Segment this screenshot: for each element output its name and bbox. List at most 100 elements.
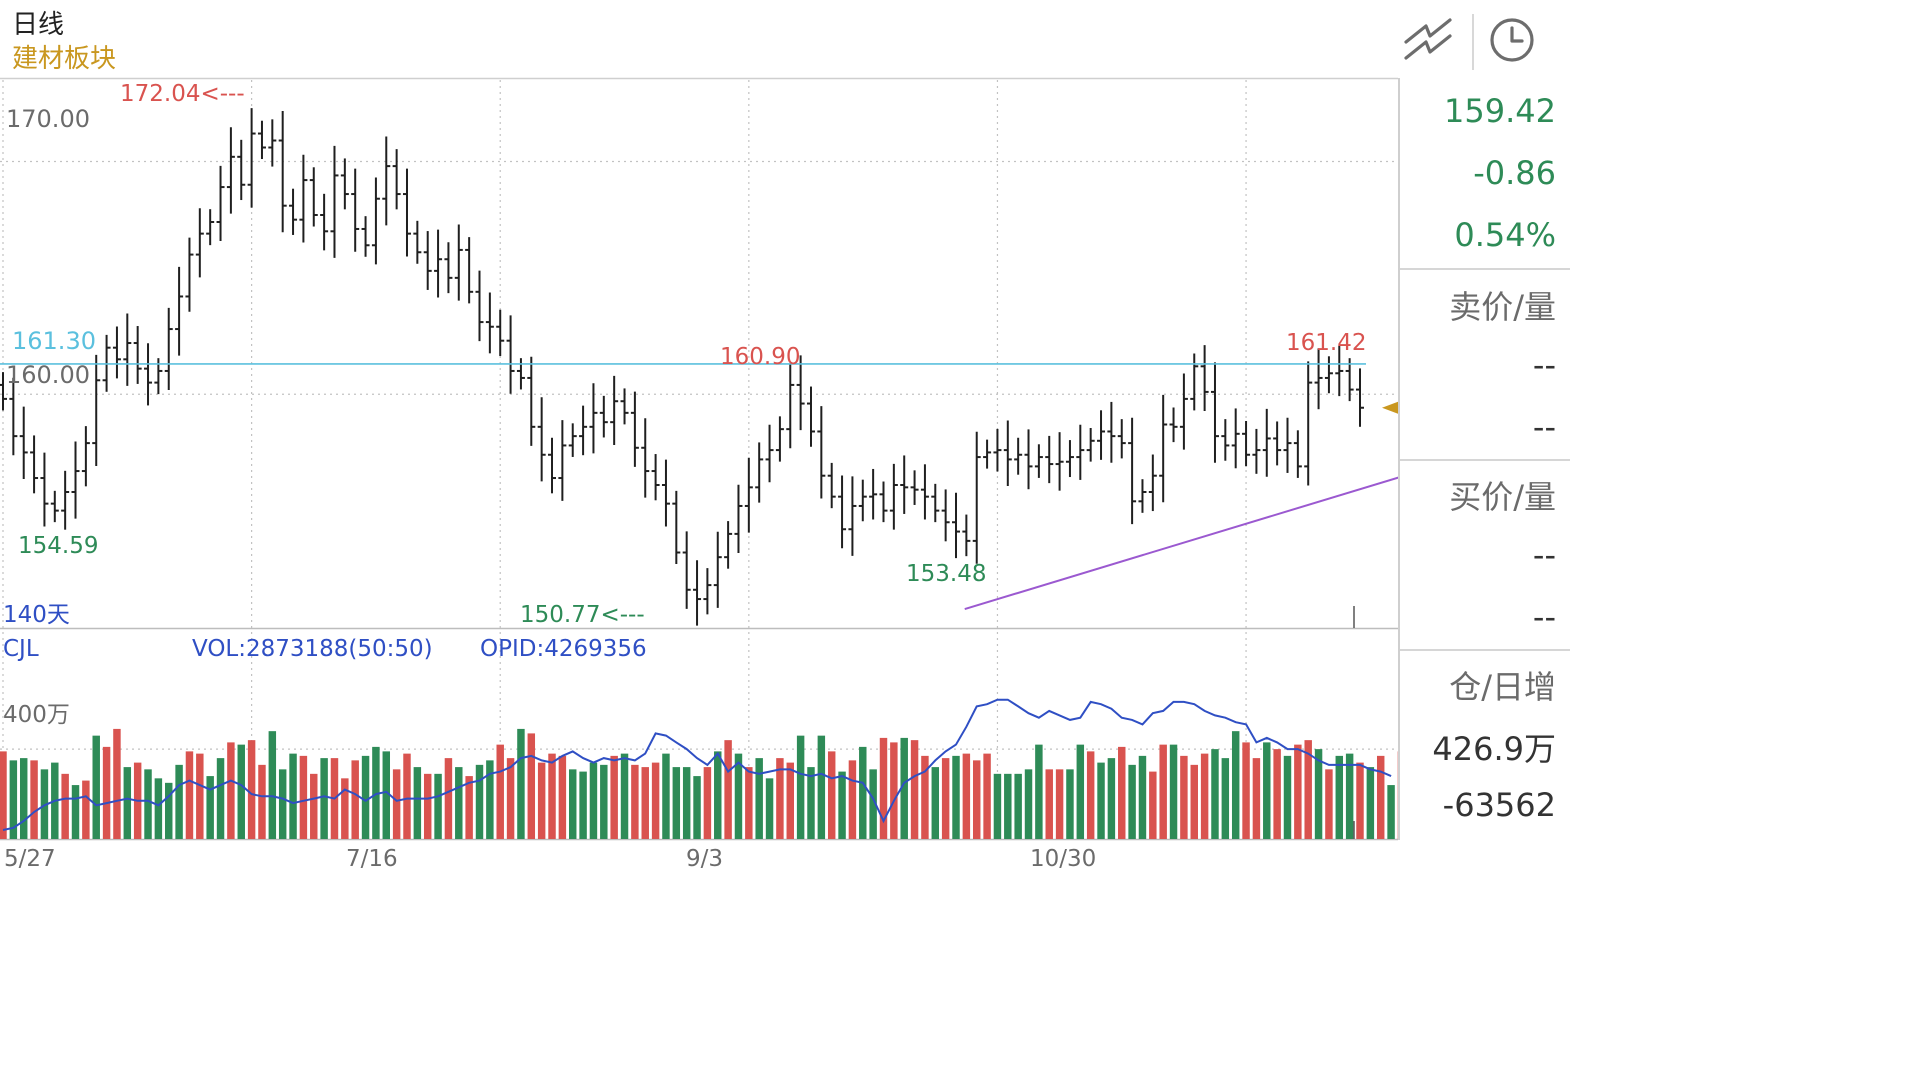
volume-bar	[1335, 755, 1344, 839]
volume-bar	[247, 740, 256, 839]
support-trendline	[964, 476, 1398, 611]
volume-bar	[506, 758, 515, 839]
clock-icon[interactable]	[1484, 12, 1540, 68]
y-tick-label: 170.00	[6, 105, 90, 133]
open-interest: 426.9万	[1432, 730, 1556, 768]
volume-bar	[620, 753, 629, 839]
volume-bar	[848, 760, 857, 839]
volume-bar	[268, 731, 277, 839]
volume-bar	[600, 764, 608, 839]
buy-volume: --	[1532, 598, 1556, 636]
volume-bar	[1273, 749, 1281, 839]
volume-bar	[558, 755, 567, 839]
volume-bar	[714, 751, 722, 839]
low-label: 153.48	[906, 561, 986, 587]
volume-bar	[724, 740, 732, 839]
volume-bar	[796, 735, 805, 839]
volume-bar	[579, 771, 587, 839]
chart-overlays	[0, 363, 1398, 839]
volume-bar	[1107, 758, 1116, 839]
volume-bar	[755, 758, 763, 839]
volume-bar	[1055, 769, 1064, 839]
volume-bar	[392, 769, 401, 839]
quote-panel: 159.42 -0.86 0.54% 卖价/量 -- -- 买价/量 -- --…	[1398, 78, 1570, 840]
volume-bar	[237, 744, 245, 839]
header-divider	[1472, 14, 1474, 70]
volume-title: CJL	[3, 636, 39, 662]
volume-bar	[1024, 769, 1033, 839]
volume-bar	[900, 737, 908, 839]
volume-bar	[1180, 755, 1188, 839]
volume-bar	[765, 778, 774, 839]
volume-bar	[1242, 742, 1250, 839]
volume-bar	[869, 769, 877, 839]
volume-bar	[537, 762, 546, 839]
open-interest-label: 仓/日增	[1449, 668, 1556, 706]
resistance-label: 161.30	[12, 327, 96, 355]
panel-divider	[1400, 268, 1570, 270]
volume-bar	[144, 769, 152, 839]
low-label: 154.59	[18, 533, 98, 559]
volume-bar	[1283, 755, 1292, 839]
volume-bar	[102, 746, 111, 839]
volume-bar	[185, 751, 194, 839]
volume-bar	[19, 758, 28, 839]
volume-bar	[361, 755, 370, 839]
volume-bar	[30, 760, 38, 839]
volume-bar	[123, 767, 132, 839]
vol-readout: VOL:2873188(50:50)	[192, 636, 433, 662]
volume-bar	[82, 780, 90, 839]
x-tick-label: 10/30	[1030, 846, 1096, 872]
opid-readout: OPID:4269356	[480, 636, 647, 662]
volume-bar	[589, 762, 598, 839]
volume-bar	[175, 764, 183, 839]
volume-bar	[1366, 767, 1375, 839]
volume-bar	[1035, 744, 1043, 839]
period-label[interactable]: 日线	[12, 10, 65, 40]
price-change: -0.86	[1473, 154, 1556, 192]
price-chart[interactable]: 170.00 160.00 161.30 172.04<--- 150.77<-…	[0, 0, 1398, 872]
volume-bar	[527, 733, 536, 839]
volume-bar	[1376, 755, 1385, 839]
volume-bar	[921, 755, 929, 839]
volume-bar	[113, 728, 121, 839]
volume-bar	[972, 760, 981, 839]
volume-bar	[693, 776, 701, 839]
volume-bar	[983, 753, 991, 839]
volume-bar	[1345, 753, 1354, 839]
volume-bar	[682, 767, 691, 839]
volume-bar	[40, 769, 49, 839]
volume-bar	[1066, 769, 1074, 839]
last-price: 159.42	[1444, 92, 1556, 130]
volume-bar	[1138, 755, 1147, 839]
sell-label: 卖价/量	[1449, 288, 1556, 326]
volume-bar	[1014, 773, 1022, 839]
volume-bar	[1294, 744, 1302, 839]
buy-price: --	[1532, 536, 1556, 574]
line-tool-icon[interactable]	[1400, 12, 1456, 68]
volume-bar	[258, 764, 266, 839]
volume-bar	[776, 758, 784, 839]
volume-bar	[1356, 762, 1364, 839]
volume-bar	[1387, 785, 1395, 839]
volume-bar	[444, 758, 453, 839]
volume-bar	[216, 758, 225, 839]
volume-bar	[1128, 764, 1136, 839]
volume-bar	[1263, 742, 1271, 839]
volume-bar	[299, 755, 308, 839]
volume-bar	[548, 753, 556, 839]
instrument-name[interactable]: 建材板块	[12, 44, 117, 74]
volume-bar	[1221, 758, 1230, 839]
volume-bar	[838, 771, 846, 839]
volume-bar	[890, 742, 898, 839]
open-interest-line	[2, 698, 1392, 831]
volume-bar	[1325, 769, 1333, 839]
buy-label: 买价/量	[1449, 478, 1556, 516]
volume-bar	[1159, 744, 1167, 839]
volume-bar	[165, 782, 173, 839]
volume-bar	[1169, 744, 1178, 839]
volume-bar	[206, 776, 214, 839]
volume-bar	[413, 767, 422, 839]
volume-bar	[569, 769, 577, 839]
volume-bar	[734, 753, 743, 839]
